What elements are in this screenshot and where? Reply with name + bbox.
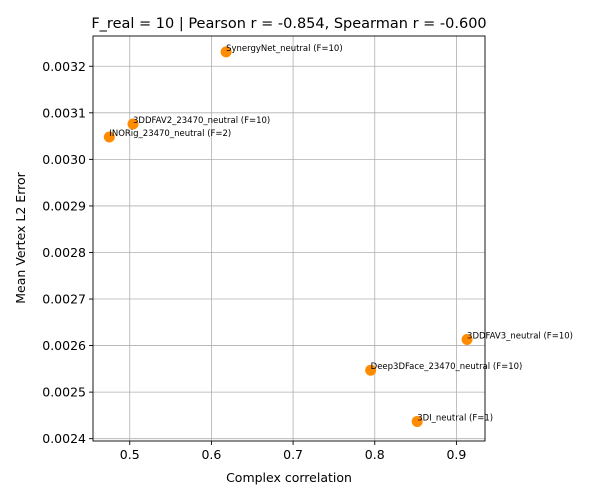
y-tick-label: 0.0027: [42, 292, 86, 307]
x-tick-label: 0.9: [446, 447, 466, 462]
y-tick-label: 0.0025: [42, 385, 86, 400]
y-tick-label: 0.0026: [42, 338, 86, 353]
y-tick-label: 0.0024: [42, 431, 86, 446]
point-label: 3DDFAV2_23470_neutral (F=10): [133, 116, 270, 126]
data-point: [461, 334, 473, 346]
data-points: SynergyNet_neutral (F=10) 3DDFAV2_23470_n…: [103, 44, 573, 427]
data-point: [365, 364, 377, 376]
x-tick-label: 0.7: [283, 447, 303, 462]
data-point: [411, 415, 423, 427]
x-tick-label: 0.5: [120, 447, 140, 462]
plot-frame: [92, 35, 486, 442]
point-label: 3DDFAV3_neutral (F=10): [467, 332, 573, 342]
point-label: SynergyNet_neutral (F=10): [226, 44, 343, 54]
x-tick-label: 0.8: [365, 447, 385, 462]
point-label: 3DI_neutral (F=1): [417, 413, 493, 423]
y-tick-label: 0.0031: [42, 105, 86, 120]
point-label: INORig_23470_neutral (F=2): [109, 129, 231, 139]
chart-title: F_real = 10 | Pearson r = -0.854, Spearm…: [91, 16, 486, 32]
data-point: [220, 46, 232, 58]
y-tick-label: 0.0029: [42, 198, 86, 213]
x-axis-label: Complex correlation: [226, 470, 352, 485]
y-tick-label: 0.0030: [42, 152, 86, 167]
y-axis-label: Mean Vertex L2 Error: [13, 171, 28, 303]
point-label: Deep3DFace_23470_neutral (F=10): [371, 362, 523, 372]
axis-ticks: 0.5 0.6 0.7 0.8 0.9 0.0024 0.0025 0.0026 0.0027 0…: [42, 59, 466, 462]
data-point: [127, 118, 139, 130]
grid-lines: [93, 36, 485, 441]
x-tick-label: 0.6: [201, 447, 221, 462]
y-tick-label: 0.0032: [42, 59, 86, 74]
y-tick-label: 0.0028: [42, 245, 86, 260]
data-point: [103, 131, 115, 143]
